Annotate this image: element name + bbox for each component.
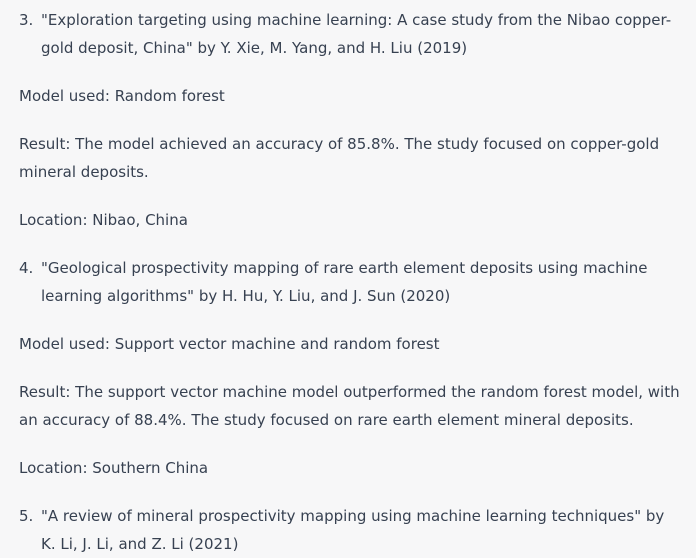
list-item-5: 5. "A review of mineral prospectivity ma… xyxy=(19,502,679,558)
result-text: Result: The support vector machine model… xyxy=(19,383,680,429)
list-number: 4. xyxy=(19,259,34,277)
list-number: 3. xyxy=(19,11,34,29)
list-item-4: 4. "Geological prospectivity mapping of … xyxy=(19,254,679,310)
reference-citation: "Exploration targeting using machine lea… xyxy=(41,11,672,57)
location-text: Location: Southern China xyxy=(19,459,209,477)
reference-citation: "A review of mineral prospectivity mappi… xyxy=(41,507,665,553)
model-used-text: Model used: Random forest xyxy=(19,87,225,105)
reference-citation: "Geological prospectivity mapping of rar… xyxy=(41,259,648,305)
list-number: 5. xyxy=(19,507,34,525)
location-text: Location: Nibao, China xyxy=(19,211,188,229)
model-used-text: Model used: Support vector machine and r… xyxy=(19,335,440,353)
result-text: Result: The model achieved an accuracy o… xyxy=(19,135,660,181)
list-item-3: 3. "Exploration targeting using machine … xyxy=(19,6,679,62)
